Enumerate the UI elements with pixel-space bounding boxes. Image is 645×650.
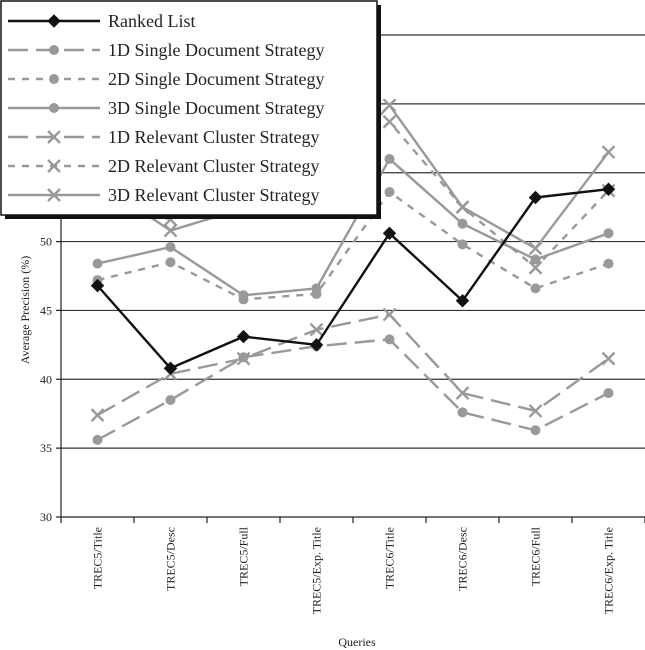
point-1d-single-document-strategy-trec5-full: [238, 352, 249, 363]
point-1d-single-document-strategy-trec6-title: [384, 334, 395, 345]
y-tick-label-40: 40: [40, 372, 52, 386]
point-3d-single-document-strategy-trec6-desc: [457, 218, 468, 229]
series-1d-single-document-strategy: [92, 334, 614, 445]
legend-marker-2d-relevant-cluster-strategy: [47, 159, 61, 173]
legend-marker-1d-relevant-cluster-strategy: [47, 130, 61, 144]
y-tick-label-35: 35: [40, 441, 52, 455]
point-3d-relevant-cluster-strategy-trec6-exp-title: [601, 145, 616, 159]
legend-label-1d-relevant-cluster-strategy: 1D Relevant Cluster Strategy: [108, 127, 319, 147]
y-tick-label-50: 50: [40, 235, 52, 249]
point-1d-single-document-strategy-trec6-exp-title: [603, 388, 614, 399]
point-ranked-list-trec6-desc: [455, 294, 470, 308]
legend-entry-3d-single-document-strategy: 3D Single Document Strategy: [8, 98, 324, 118]
x-tick-label-trec6-exp-title: TREC6/Exp. Title: [602, 527, 616, 614]
legend-entry-ranked-list: Ranked List: [8, 11, 196, 31]
point-ranked-list-trec6-title: [382, 226, 397, 241]
legend-label-3d-single-document-strategy: 3D Single Document Strategy: [108, 98, 324, 118]
x-tick-label-trec6-title: TREC6/Title: [383, 527, 397, 589]
point-1d-relevant-cluster-strategy-trec5-exp-title: [309, 322, 324, 337]
point-1d-relevant-cluster-strategy-trec5-title: [90, 408, 105, 422]
point-1d-single-document-strategy-trec6-full: [530, 425, 541, 436]
point-3d-relevant-cluster-strategy-trec5-desc: [163, 223, 178, 238]
point-1d-relevant-cluster-strategy-trec6-full: [528, 404, 543, 418]
legend-entry-1d-relevant-cluster-strategy: 1D Relevant Cluster Strategy: [8, 127, 319, 147]
x-tick-label-trec5-full: TREC5/Full: [237, 526, 251, 586]
point-2d-single-document-strategy-trec6-full: [530, 283, 541, 294]
axes: 30 35 40 45 50 TREC5/Title TREC5/Desc TREC5/Ful…: [18, 35, 645, 649]
point-3d-single-document-strategy-trec5-title: [92, 258, 103, 269]
point-ranked-list-trec5-exp-title: [309, 338, 324, 352]
point-ranked-list-trec5-full: [236, 329, 251, 344]
legend-marker-3d-relevant-cluster-strategy: [47, 188, 61, 202]
point-2d-single-document-strategy-trec6-desc: [457, 239, 468, 250]
point-2d-single-document-strategy-trec5-full: [238, 294, 249, 305]
legend-label-ranked-list: Ranked List: [108, 11, 196, 31]
point-3d-relevant-cluster-strategy-trec6-title: [382, 98, 397, 113]
point-ranked-list-trec6-full: [528, 190, 543, 205]
legend-marker-ranked-list: [47, 14, 61, 28]
series-line-ranked-list: [96, 188, 609, 370]
x-tick-label-trec5-exp-title: TREC5/Exp. Title: [310, 527, 324, 614]
point-2d-relevant-cluster-strategy-trec6-full: [528, 260, 543, 275]
series-line-3d-single-document-strategy: [97, 157, 609, 297]
point-2d-single-document-strategy-trec5-desc: [165, 257, 176, 268]
x-axis-title: Queries: [338, 635, 376, 649]
point-1d-single-document-strategy-trec6-desc: [457, 407, 468, 418]
x-tick-label-trec5-title: TREC5/Title: [91, 527, 105, 589]
legend-label-3d-relevant-cluster-strategy: 3D Relevant Cluster Strategy: [108, 185, 319, 205]
point-2d-single-document-strategy-trec5-exp-title: [311, 288, 322, 299]
point-2d-single-document-strategy-trec6-title: [384, 186, 395, 197]
y-axis-title: Average Precision (%): [18, 256, 32, 364]
point-3d-single-document-strategy-trec6-exp-title: [603, 228, 614, 239]
legend: Ranked List 1D Single Document Strategy 2D…: [0, 0, 381, 219]
series-line-1d-relevant-cluster-strategy: [96, 313, 610, 417]
legend-marker-3d-single-document-strategy: [49, 103, 59, 113]
x-tick-label-trec6-full: TREC6/Full: [529, 526, 543, 586]
legend-label-2d-relevant-cluster-strategy: 2D Relevant Cluster Strategy: [108, 156, 319, 176]
point-1d-single-document-strategy-trec5-title: [92, 434, 103, 445]
series-ranked-list: [90, 182, 616, 375]
series-line-2d-single-document-strategy: [97, 190, 609, 301]
series-line-1d-single-document-strategy: [96, 338, 610, 441]
legend-entry-1d-single-document-strategy: 1D Single Document Strategy: [8, 40, 324, 60]
point-1d-relevant-cluster-strategy-trec6-exp-title: [601, 351, 616, 366]
legend-marker-1d-single-document-strategy: [49, 45, 59, 55]
legend-label-1d-single-document-strategy: 1D Single Document Strategy: [108, 40, 324, 60]
point-1d-single-document-strategy-trec5-desc: [165, 394, 176, 405]
point-2d-single-document-strategy-trec6-exp-title: [603, 258, 614, 269]
point-3d-single-document-strategy-trec5-desc: [165, 242, 176, 253]
point-1d-relevant-cluster-strategy-trec6-desc: [455, 386, 470, 400]
legend-entry-3d-relevant-cluster-strategy: 3D Relevant Cluster Strategy: [8, 185, 319, 205]
legend-entry-2d-relevant-cluster-strategy: 2D Relevant Cluster Strategy: [8, 156, 319, 176]
point-ranked-list-trec5-desc: [163, 361, 178, 375]
point-3d-single-document-strategy-trec6-full: [530, 254, 541, 265]
point-3d-single-document-strategy-trec6-title: [384, 153, 395, 164]
legend-entry-2d-single-document-strategy: 2D Single Document Strategy: [8, 69, 324, 89]
legend-label-2d-single-document-strategy: 2D Single Document Strategy: [108, 69, 324, 89]
point-2d-relevant-cluster-strategy-trec6-desc: [455, 200, 470, 214]
point-ranked-list-trec5-title: [90, 278, 105, 293]
x-tick-label-trec6-desc: TREC6/Desc: [456, 527, 470, 591]
y-tick-label-30: 30: [40, 510, 52, 524]
point-1d-relevant-cluster-strategy-trec6-title: [382, 307, 397, 322]
x-tick-label-trec5-desc: TREC5/Desc: [164, 527, 178, 591]
y-tick-label-45: 45: [40, 303, 52, 317]
legend-marker-2d-single-document-strategy: [49, 74, 59, 84]
point-3d-relevant-cluster-strategy-trec6-full: [528, 241, 543, 256]
point-2d-relevant-cluster-strategy-trec6-title: [382, 114, 397, 129]
point-ranked-list-trec6-exp-title: [601, 182, 616, 196]
